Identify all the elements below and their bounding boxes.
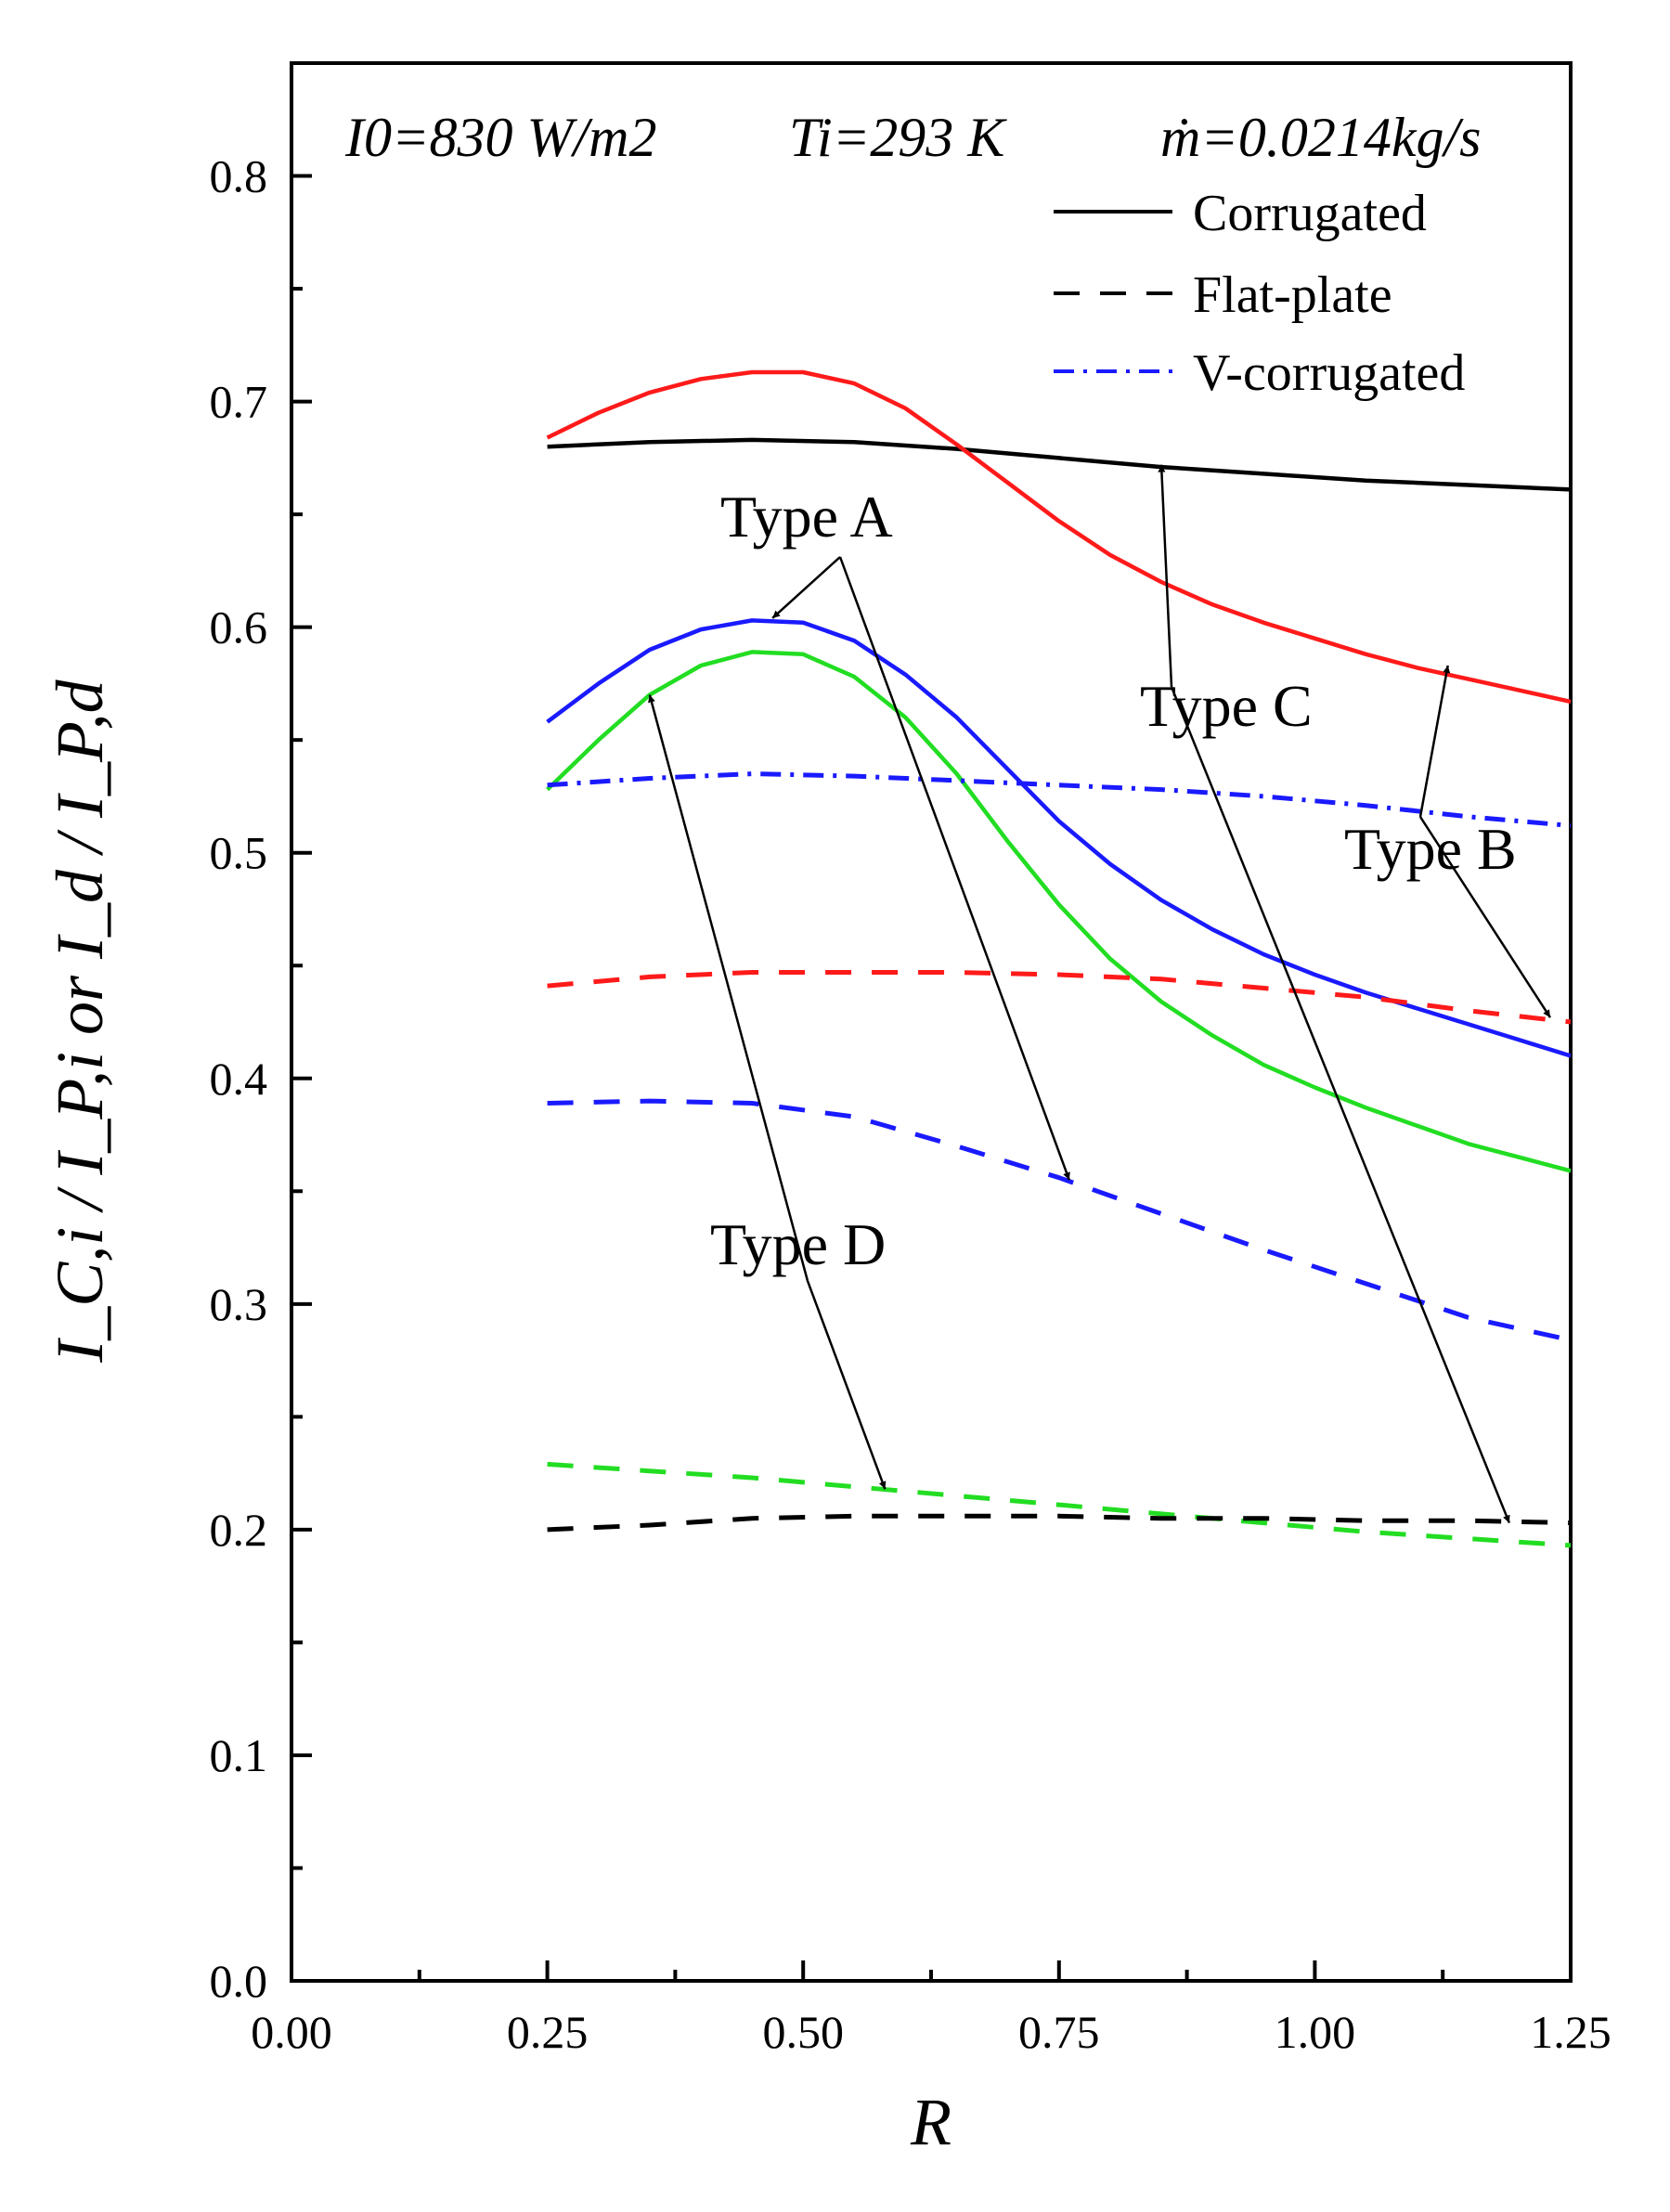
y-tick-label: 0.6: [210, 602, 268, 653]
condition-inlet-temp: Ti=293 K: [789, 107, 1007, 168]
annotation-arrow-type-b: [1418, 816, 1552, 1018]
annotation-arrow-type-c: [1170, 686, 1511, 1524]
annotation-arrow-type-d: [806, 1280, 887, 1490]
y-tick-label: 0.7: [210, 376, 268, 428]
series-line-type-a-flat-plate: [547, 1098, 1572, 1343]
series-line-type-d-corrugated: [546, 650, 1572, 1173]
series-line-type-c-flat-plate: [547, 1513, 1572, 1533]
annotation-arrow-type-a: [771, 556, 841, 619]
annotation-type-b: Type B: [1344, 816, 1517, 882]
annotation-arrow-type-d: [648, 694, 809, 1282]
x-axis: 0.00 0.25 0.50 0.75 1.00 1.25: [251, 1960, 1612, 2058]
annotation-type-a: Type A: [720, 484, 893, 550]
series-line-type-b-corrugated: [546, 369, 1572, 705]
annotation-arrow-type-c: [1158, 464, 1173, 688]
y-tick-label: 0.0: [210, 1955, 268, 2007]
series-line-type-b-flat-plate: [547, 970, 1572, 1025]
operating-conditions: I0=830 W/m2 Ti=293 K ṁ=0.0214kg/s: [344, 107, 1481, 168]
legend: Corrugated Flat-plate V-corrugated: [1054, 185, 1465, 402]
annotation-type-c: Type C: [1140, 673, 1313, 739]
y-tick-label: 0.3: [210, 1278, 268, 1330]
y-tick-label: 0.2: [210, 1504, 268, 1556]
y-tick-label: 0.5: [210, 827, 268, 879]
x-tick-label: 0.75: [1018, 2006, 1100, 2058]
y-tick-label: 0.1: [210, 1729, 268, 1781]
y-axis-title: I_C,i / I_P,i or I_d / I_P,d: [43, 679, 117, 1363]
x-tick-label: 0.50: [762, 2006, 844, 2058]
x-tick-label: 1.25: [1530, 2006, 1612, 2058]
x-tick-label: 0.00: [251, 2006, 332, 2058]
x-axis-title: R: [910, 2085, 952, 2159]
y-axis: 0.0 0.1 0.2 0.3 0.4 0.5 0.6 0.7 0.8: [210, 150, 312, 2007]
series-layer: [546, 369, 1572, 1548]
series-line-type-d-flat-plate: [547, 1461, 1572, 1548]
y-tick-label: 0.8: [210, 150, 268, 202]
y-tick-label: 0.4: [210, 1053, 268, 1105]
series-line-type-a-v-corrugated: [547, 771, 1572, 828]
annotation-arrow-type-b: [1418, 665, 1451, 818]
x-tick-label: 0.25: [507, 2006, 589, 2058]
x-tick-label: 1.00: [1275, 2006, 1356, 2058]
annotation-arrow-type-a: [838, 556, 1070, 1181]
condition-irradiance: I0=830 W/m2: [344, 107, 656, 168]
condition-mass-flow: ṁ=0.0214kg/s: [1160, 107, 1481, 168]
legend-label-v-corrugated: V-corrugated: [1193, 344, 1465, 402]
series-line-type-c-corrugated: [547, 437, 1572, 492]
annotation-layer: Type A Type B Type C Type D: [648, 464, 1552, 1524]
legend-label-corrugated: Corrugated: [1193, 185, 1427, 242]
legend-label-flat-plate: Flat-plate: [1193, 266, 1392, 324]
